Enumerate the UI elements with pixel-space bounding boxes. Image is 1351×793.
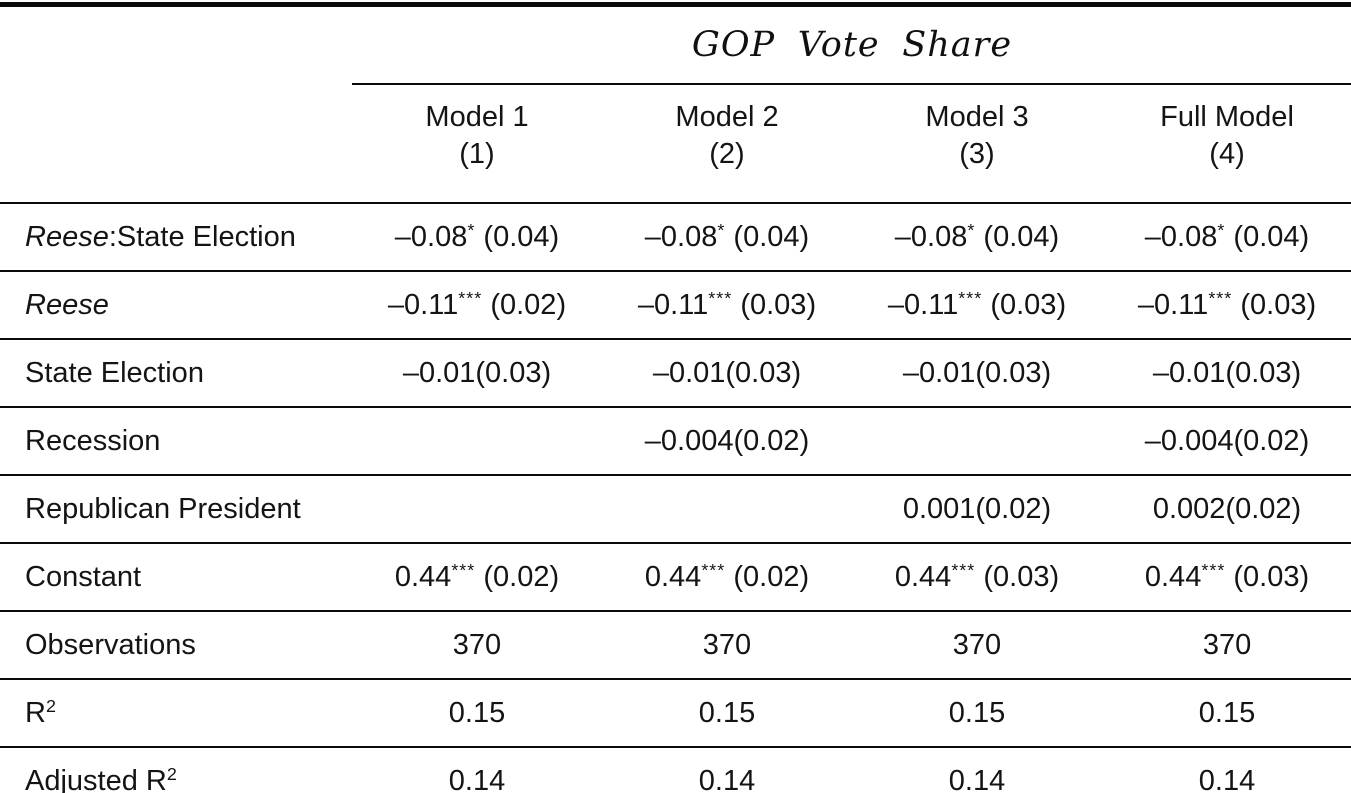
cell-value: 370	[352, 611, 602, 680]
cell-value: 0.15	[1102, 679, 1351, 748]
cell-value: –0.08* (0.04)	[602, 203, 852, 272]
cell-value: –0.11*** (0.03)	[852, 271, 1102, 340]
cell-value: 0.15	[602, 679, 852, 748]
cell-value: 0.44*** (0.02)	[602, 543, 852, 612]
table-title-row: GOP Vote Share	[0, 7, 1351, 85]
cell-value	[602, 475, 852, 544]
model-number: (2)	[709, 138, 745, 170]
table-row-constant: Constant 0.44*** (0.02) 0.44*** (0.02) 0…	[0, 543, 1351, 612]
column-header-full-model: Full Model (4)	[1102, 84, 1351, 204]
cell-value: 0.14	[602, 747, 852, 793]
table-row-recession: Recession –0.004(0.02) –0.004(0.02)	[0, 407, 1351, 476]
cell-value: 370	[602, 611, 852, 680]
cell-value: 0.14	[1102, 747, 1351, 793]
column-header-model-2: Model 2 (2)	[602, 84, 852, 204]
row-label: Constant	[0, 543, 352, 612]
cell-value: –0.004(0.02)	[1102, 407, 1351, 476]
cell-value: 0.001(0.02)	[852, 475, 1102, 544]
model-name: Model 1	[425, 101, 529, 133]
cell-value: 0.002(0.02)	[1102, 475, 1351, 544]
cell-value: 0.14	[852, 747, 1102, 793]
cell-value: –0.08* (0.04)	[352, 203, 602, 272]
row-label: Reese	[0, 271, 352, 340]
row-label: State Election	[0, 339, 352, 408]
row-label: Recession	[0, 407, 352, 476]
cell-value	[352, 407, 602, 476]
cell-value: 0.15	[352, 679, 602, 748]
cell-value: –0.11*** (0.03)	[1102, 271, 1351, 340]
model-number: (3)	[959, 138, 995, 170]
table-row-r-squared: R2 0.15 0.15 0.15 0.15	[0, 679, 1351, 748]
column-header-model-1: Model 1 (1)	[352, 84, 602, 204]
row-label: Reese:State Election	[0, 203, 352, 272]
table-row-observations: Observations 370 370 370 370	[0, 611, 1351, 680]
table-row-republican-president: Republican President 0.001(0.02) 0.002(0…	[0, 475, 1351, 544]
model-name: Model 3	[925, 101, 1029, 133]
label-column-spacer	[0, 84, 352, 204]
table-row-adjusted-r-squared: Adjusted R2 0.14 0.14 0.14 0.14	[0, 747, 1351, 793]
table-row-state-election: State Election –0.01(0.03) –0.01(0.03) –…	[0, 339, 1351, 408]
cell-value: –0.01(0.03)	[852, 339, 1102, 408]
cell-value: 0.44*** (0.03)	[1102, 543, 1351, 612]
cell-value: –0.08* (0.04)	[852, 203, 1102, 272]
cell-value: –0.11*** (0.03)	[602, 271, 852, 340]
cell-value: 0.14	[352, 747, 602, 793]
dependent-variable-header: GOP Vote Share	[352, 7, 1351, 85]
table-title: GOP Vote Share	[691, 25, 1013, 65]
table-row-reese-state-election: Reese:State Election –0.08* (0.04) –0.08…	[0, 203, 1351, 272]
regression-table: GOP Vote Share Model 1 (1) Model 2 (2) Mod…	[0, 7, 1351, 793]
cell-value: –0.01(0.03)	[1102, 339, 1351, 408]
cell-value: –0.004(0.02)	[602, 407, 852, 476]
cell-value: –0.08* (0.04)	[1102, 203, 1351, 272]
column-header-model-3: Model 3 (3)	[852, 84, 1102, 204]
cell-value: –0.01(0.03)	[602, 339, 852, 408]
cell-value: 0.44*** (0.03)	[852, 543, 1102, 612]
cell-value: 370	[852, 611, 1102, 680]
cell-value	[352, 475, 602, 544]
model-name: Full Model	[1160, 101, 1294, 133]
model-number: (4)	[1209, 138, 1245, 170]
cell-value: 0.44*** (0.02)	[352, 543, 602, 612]
cell-value: 370	[1102, 611, 1351, 680]
table-row-reese: Reese –0.11*** (0.02) –0.11*** (0.03) –0…	[0, 271, 1351, 340]
row-label: Republican President	[0, 475, 352, 544]
cell-value	[852, 407, 1102, 476]
cell-value: 0.15	[852, 679, 1102, 748]
row-label: Adjusted R2	[0, 747, 352, 793]
row-label: R2	[0, 679, 352, 748]
corner-spacer	[0, 7, 352, 84]
column-header-row: Model 1 (1) Model 2 (2) Model 3 (3) Full Mo…	[0, 84, 1351, 204]
cell-value: –0.01(0.03)	[352, 339, 602, 408]
model-name: Model 2	[675, 101, 779, 133]
model-number: (1)	[459, 138, 495, 170]
cell-value: –0.11*** (0.02)	[352, 271, 602, 340]
row-label: Observations	[0, 611, 352, 680]
